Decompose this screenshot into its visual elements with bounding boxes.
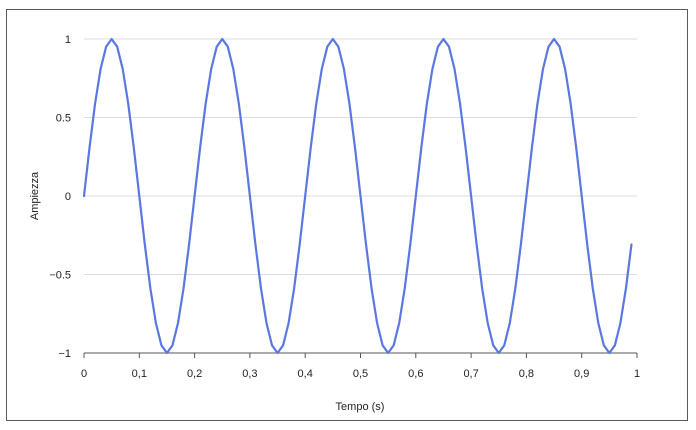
x-axis: 0 0,1 0,2 0,3 0,4 0,5 0,6 0,7 0,8 0,9 1 <box>81 352 640 380</box>
x-tick-label: 0,5 <box>353 368 368 380</box>
y-tick-label: −1 <box>58 348 71 360</box>
series-line <box>82 37 633 355</box>
y-tick-label: −0.5 <box>49 270 71 282</box>
x-tick-label: 0,4 <box>298 368 313 380</box>
x-tick-label: 0,1 <box>132 368 147 380</box>
y-axis: 1 0.5 0 −0.5 −1 <box>49 34 71 360</box>
x-tick-label: 0 <box>81 368 87 380</box>
x-axis-title: Tempo (s) <box>336 401 385 413</box>
plot-area <box>82 37 633 355</box>
x-tick-label: 1 <box>634 368 640 380</box>
x-tick-label: 0,2 <box>187 368 202 380</box>
y-tick-label: 0.5 <box>56 113 71 125</box>
y-tick-label: 1 <box>65 34 71 46</box>
chart-frame <box>6 9 688 421</box>
x-tick-label: 0,9 <box>574 368 589 380</box>
x-tick-label: 0,3 <box>242 368 257 380</box>
y-axis-title: Ampiezza <box>29 171 41 220</box>
x-tick-label: 0,8 <box>519 368 534 380</box>
x-tick-label: 0,6 <box>408 368 423 380</box>
x-tick-label: 0,7 <box>463 368 478 380</box>
y-tick-label: 0 <box>65 191 71 203</box>
